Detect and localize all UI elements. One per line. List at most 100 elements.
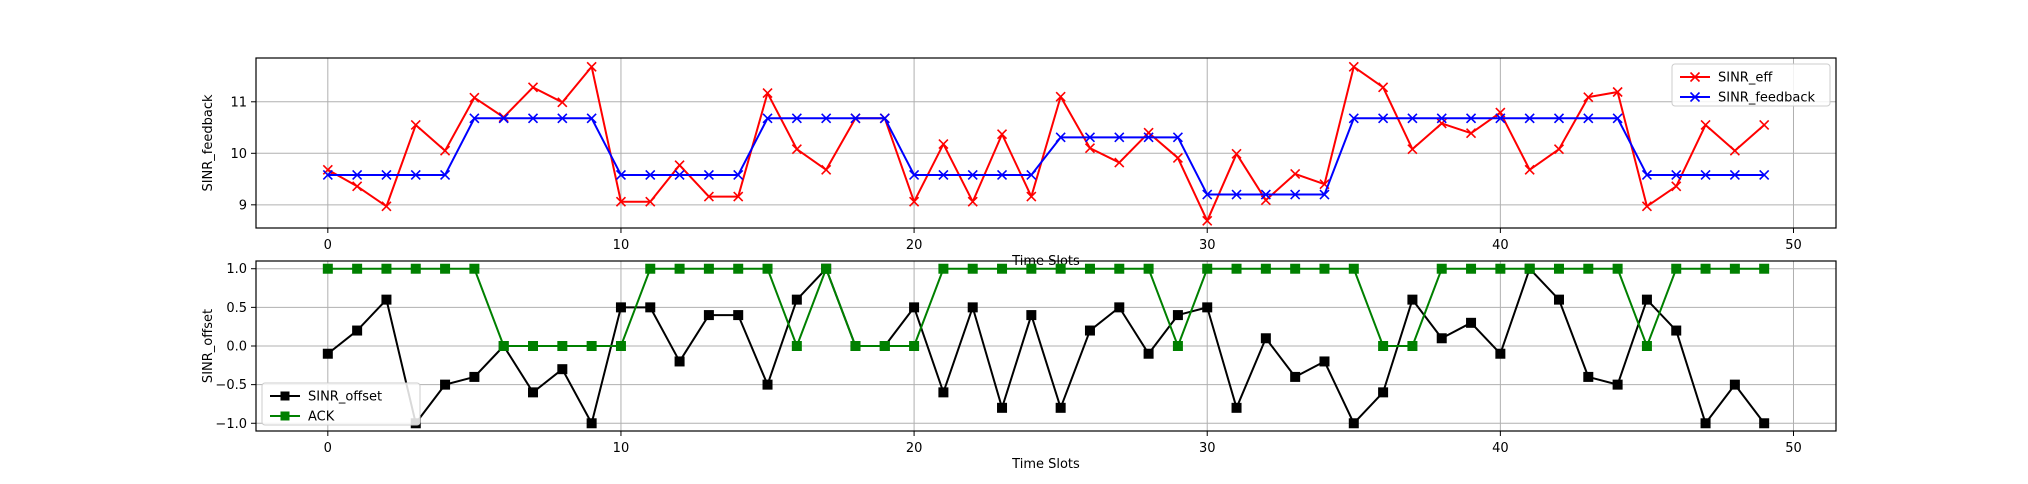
legend-item: SINR_offset bbox=[270, 390, 382, 405]
data-point bbox=[821, 164, 832, 175]
data-point bbox=[1671, 181, 1682, 192]
data-point-stroke bbox=[469, 113, 480, 124]
data-point bbox=[1583, 263, 1594, 274]
data-point bbox=[1407, 113, 1418, 124]
data-point bbox=[821, 263, 832, 274]
data-point bbox=[821, 113, 832, 124]
data-point-stroke bbox=[1583, 113, 1594, 124]
data-point-stroke bbox=[703, 191, 714, 202]
data-point bbox=[1495, 348, 1506, 359]
data-point-stroke bbox=[1583, 92, 1594, 103]
data-point bbox=[1700, 418, 1711, 429]
data-point bbox=[703, 263, 714, 274]
data-point bbox=[557, 364, 568, 375]
data-point bbox=[850, 113, 861, 124]
x-tick-label: 20 bbox=[906, 441, 923, 456]
data-point bbox=[1700, 169, 1711, 181]
data-point bbox=[879, 113, 890, 124]
data-point-stroke bbox=[1026, 191, 1037, 202]
y-tick-label: 9 bbox=[239, 198, 247, 213]
data-point-stroke bbox=[733, 169, 744, 181]
data-point-stroke bbox=[1641, 201, 1652, 212]
legend: SINR_eff SINR_feedback bbox=[1671, 63, 1831, 107]
data-point bbox=[909, 196, 920, 207]
data-point bbox=[1524, 263, 1535, 274]
data-point-stroke bbox=[821, 113, 832, 124]
data-point bbox=[1290, 168, 1301, 179]
data-point bbox=[1612, 263, 1623, 274]
y-tick-label: 0.0 bbox=[226, 340, 247, 355]
data-point bbox=[528, 341, 539, 351]
series-line-sinr-eff bbox=[327, 65, 1765, 222]
data-point-stroke bbox=[1465, 113, 1477, 124]
data-point bbox=[762, 379, 773, 390]
data-point bbox=[410, 119, 421, 131]
data-point bbox=[879, 341, 890, 351]
data-point bbox=[674, 160, 685, 171]
data-point-stroke bbox=[674, 160, 685, 171]
data-point-stroke bbox=[1348, 61, 1359, 72]
data-point-stroke bbox=[1759, 169, 1770, 181]
data-point bbox=[1759, 263, 1770, 274]
data-point bbox=[1231, 263, 1242, 274]
data-point bbox=[1026, 169, 1037, 181]
data-point bbox=[733, 310, 744, 321]
data-point bbox=[615, 169, 627, 181]
data-point bbox=[1348, 113, 1359, 124]
data-point bbox=[352, 263, 363, 274]
data-point bbox=[1084, 325, 1095, 336]
data-point-stroke bbox=[1671, 181, 1682, 192]
y-axis-label: SINR_offset bbox=[201, 309, 216, 383]
data-point-stroke bbox=[1641, 169, 1652, 181]
data-point-stroke bbox=[1612, 113, 1623, 124]
data-point bbox=[938, 263, 949, 274]
data-point bbox=[1143, 127, 1154, 138]
data-point bbox=[1084, 143, 1096, 154]
data-point bbox=[1729, 169, 1740, 181]
x-tick-label: 10 bbox=[613, 238, 630, 253]
data-point-stroke bbox=[703, 169, 714, 181]
data-point bbox=[440, 145, 451, 156]
data-point bbox=[996, 129, 1008, 140]
data-point bbox=[469, 113, 480, 124]
data-point bbox=[1055, 402, 1066, 413]
data-point bbox=[615, 302, 626, 313]
data-point bbox=[1231, 402, 1242, 413]
data-point bbox=[527, 82, 539, 93]
data-point-stroke bbox=[938, 138, 949, 150]
data-point bbox=[1114, 157, 1125, 168]
data-point bbox=[586, 341, 597, 351]
data-point bbox=[1348, 263, 1359, 274]
data-point bbox=[381, 201, 392, 212]
data-point bbox=[1583, 371, 1594, 382]
data-point-stroke bbox=[381, 169, 392, 181]
data-point bbox=[1553, 294, 1564, 305]
legend-label: SINR_feedback bbox=[1718, 91, 1816, 106]
data-point bbox=[938, 138, 949, 150]
legend-label: ACK bbox=[308, 410, 335, 425]
legend: SINR_offset ACK bbox=[261, 382, 421, 426]
data-point bbox=[1436, 333, 1447, 344]
data-point bbox=[1202, 263, 1213, 274]
data-point bbox=[1671, 263, 1682, 274]
data-point bbox=[674, 169, 685, 181]
series-line-sinr-feedback bbox=[327, 117, 1765, 196]
data-point bbox=[733, 263, 744, 274]
data-point bbox=[1172, 152, 1183, 164]
data-point-stroke bbox=[1172, 152, 1183, 164]
data-point bbox=[410, 263, 421, 274]
data-point bbox=[1583, 92, 1594, 103]
data-point-stroke bbox=[1202, 189, 1213, 200]
data-point bbox=[850, 341, 861, 351]
data-point bbox=[762, 263, 773, 274]
data-point bbox=[1612, 113, 1623, 124]
data-point-stroke bbox=[1084, 132, 1096, 143]
data-point-stroke bbox=[1114, 157, 1125, 168]
y-tick-label: 0.5 bbox=[226, 301, 247, 316]
x-tick-label: 40 bbox=[1492, 441, 1509, 456]
data-point bbox=[469, 371, 480, 382]
data-point bbox=[1465, 128, 1477, 139]
series-line-sinr-offset bbox=[327, 267, 1765, 425]
data-point bbox=[1524, 164, 1535, 175]
